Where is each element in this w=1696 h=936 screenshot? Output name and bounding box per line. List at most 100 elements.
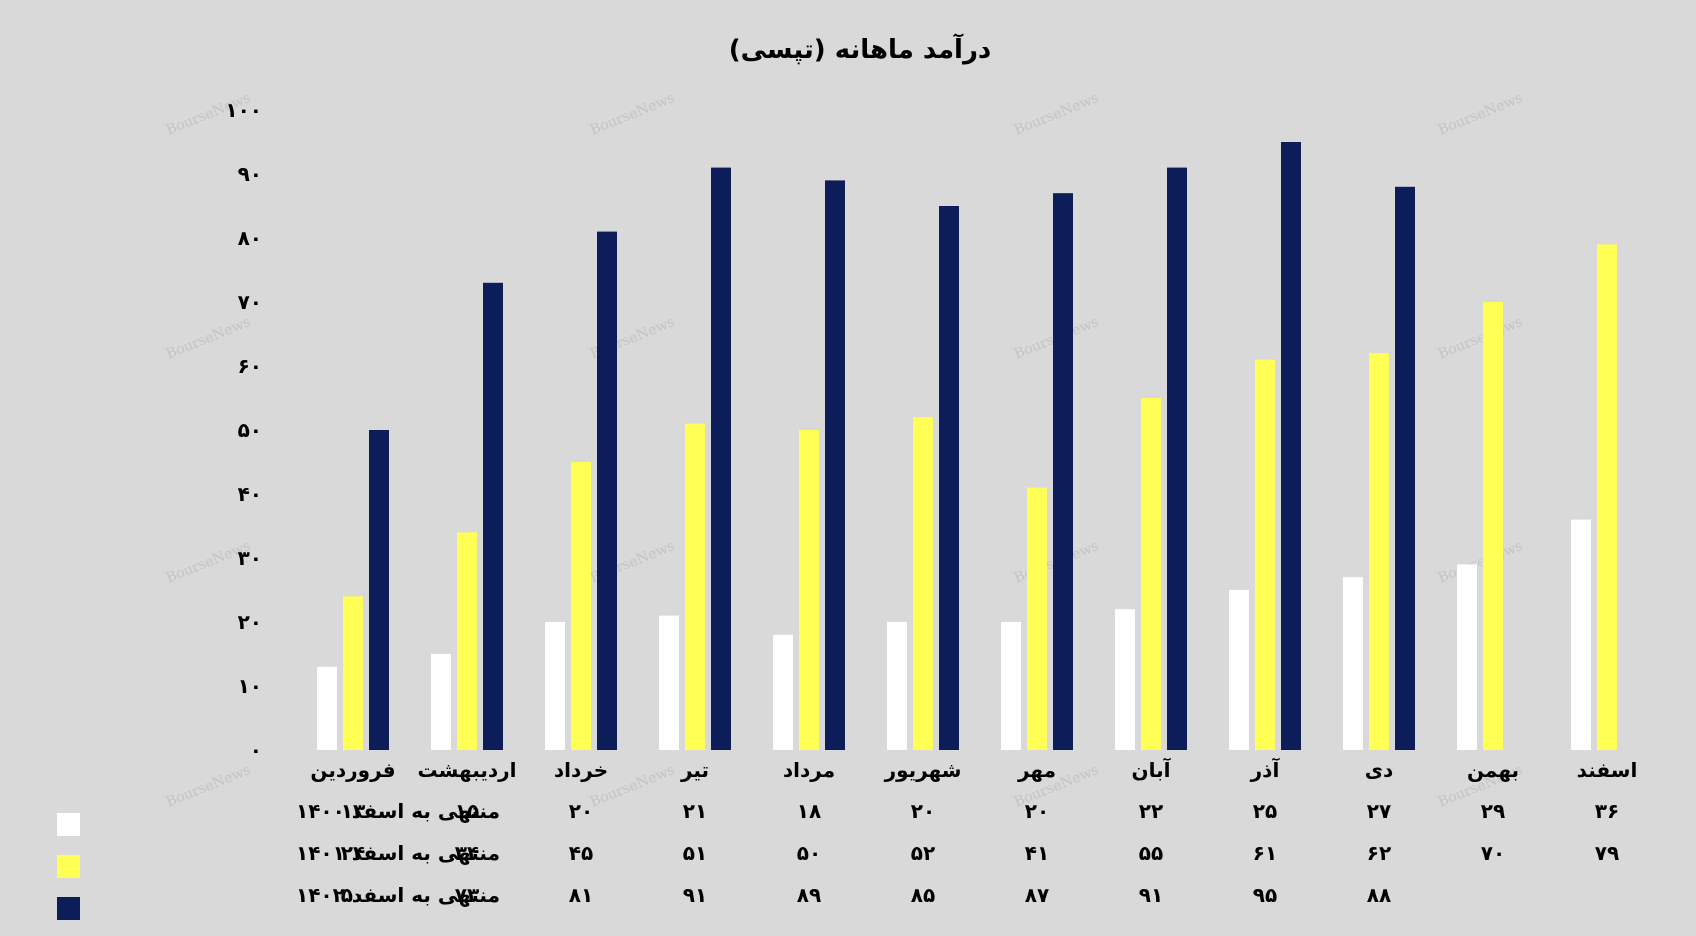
bar-series-1: [659, 615, 679, 750]
y-tick-label: ۳۰: [238, 546, 262, 570]
data-table-cell: ۲۱: [683, 799, 707, 823]
bar-series-2: [1597, 244, 1617, 750]
data-table-cell: ۹۱: [1139, 883, 1163, 907]
watermark-text: BourseNews: [588, 90, 677, 138]
legend-label-series-3: منتهی به اسفد ۱۴۰۲: [296, 883, 500, 907]
bar-series-3: [1281, 142, 1301, 750]
bar-series-1: [545, 622, 565, 750]
data-table-cell: ۹۱: [683, 883, 707, 907]
legend-label-series-1: منتهی به اسفد ۱۴۰۰: [296, 799, 500, 823]
bar-series-3: [597, 231, 617, 751]
data-table-cell: ۷۳: [455, 883, 479, 907]
bar-series-2: [1369, 353, 1389, 750]
bar-series-3: [1395, 186, 1415, 751]
y-tick-label: ۷۰: [238, 290, 262, 314]
bar-series-1: [773, 634, 793, 750]
bar-series-2: [1255, 359, 1275, 750]
legend-swatch-series-2: [57, 855, 80, 878]
data-table-cell: ۵۱: [683, 841, 707, 865]
y-tick-label: ۴۰: [238, 482, 262, 506]
x-category-label: مرداد: [783, 758, 835, 782]
bar-series-1: [1457, 564, 1477, 750]
data-table-cell: ۴۵: [569, 841, 593, 865]
y-tick-label: ۶۰: [238, 354, 262, 378]
bar-series-2: [1027, 487, 1047, 750]
y-tick-label: ۵۰: [238, 418, 262, 442]
x-category-label: فروردین: [310, 758, 395, 782]
y-tick-label: ۹۰: [238, 162, 262, 186]
data-table-cell: ۹۵: [1253, 883, 1277, 907]
bar-series-2: [1141, 398, 1161, 750]
watermark-text: BourseNews: [1436, 90, 1525, 138]
data-table-cell: ۵۲: [911, 841, 935, 865]
watermark-text: BourseNews: [164, 762, 253, 810]
watermark-text: BourseNews: [1012, 90, 1101, 138]
data-table-cell: ۲۲: [1139, 799, 1163, 823]
data-table-cell: ۱۸: [797, 799, 821, 823]
bar-series-2: [1483, 302, 1503, 750]
y-tick-label: ۰: [250, 738, 262, 762]
watermark-text: BourseNews: [1436, 538, 1525, 586]
bar-series-1: [1571, 519, 1591, 750]
data-table-cell: ۶۱: [1253, 841, 1277, 865]
data-table-cell: ۲۰: [911, 799, 935, 823]
data-table-cell: ۸۱: [569, 883, 593, 907]
bar-series-2: [913, 417, 933, 750]
bar-series-1: [1001, 622, 1021, 750]
bar-series-1: [317, 666, 337, 750]
x-category-label: اردیبهشت: [417, 758, 516, 782]
x-category-label: اسفند: [1577, 758, 1638, 782]
data-table-cell: ۵۰: [341, 883, 365, 907]
bar-series-1: [887, 622, 907, 750]
legend-swatch-series-1: [57, 813, 80, 836]
bar-series-3: [369, 430, 389, 750]
data-table-cell: ۲۵: [1253, 799, 1277, 823]
bars: [317, 142, 1617, 751]
data-table-cell: ۴۱: [1025, 841, 1049, 865]
y-axis: ۰ ۱۰ ۲۰ ۳۰ ۴۰ ۵۰ ۶۰ ۷۰ ۸۰ ۹۰ ۱۰۰: [225, 98, 262, 762]
bar-series-2: [343, 596, 363, 750]
data-table-cell: ۲۹: [1481, 799, 1505, 823]
x-category-label: خرداد: [554, 758, 608, 782]
y-tick-label: ۱۰۰: [225, 98, 262, 122]
x-category-label: آبان: [1132, 757, 1172, 782]
data-table-cell: ۸۷: [1025, 883, 1049, 907]
data-table-cell: ۲۴: [341, 841, 365, 865]
x-category-label: مهر: [1017, 758, 1056, 782]
bar-series-3: [825, 180, 845, 750]
data-table-cell: ۳۶: [1595, 799, 1619, 823]
data-table-cell: ۲۰: [1025, 799, 1049, 823]
data-table-cell: ۸۵: [911, 883, 935, 907]
bar-series-3: [483, 282, 503, 750]
bar-series-1: [1343, 577, 1363, 750]
data-table-cell: ۱۳: [341, 799, 365, 823]
data-table-cell: ۷۰: [1481, 841, 1505, 865]
data-table-cell: ۳۴: [455, 841, 479, 865]
data-table-cell: ۷۹: [1595, 841, 1619, 865]
bar-series-3: [1053, 193, 1073, 750]
x-category-label: دی: [1365, 758, 1394, 782]
chart-title: درآمد ماهانه (تپسی): [729, 33, 992, 65]
y-tick-label: ۱۰: [238, 674, 262, 698]
data-table-cell: ۵۰: [797, 841, 821, 865]
bar-series-2: [685, 423, 705, 750]
bar-series-2: [457, 532, 477, 750]
legend-swatch-series-3: [57, 897, 80, 920]
x-axis-categories: فروردین اردیبهشت خرداد تیر مرداد شهریور مهر آبا…: [310, 757, 1637, 782]
bar-series-1: [431, 654, 451, 750]
x-category-label: شهریور: [884, 758, 962, 782]
data-table-cell: ۸۹: [797, 883, 821, 907]
bar-series-3: [711, 167, 731, 751]
data-table-cell: ۵۵: [1139, 841, 1163, 865]
legend-label-series-2: منتهی به اسفد ۱۴۰۱: [296, 841, 500, 865]
y-tick-label: ۸۰: [238, 226, 262, 250]
x-category-label: آذر: [1250, 757, 1281, 782]
data-table-cell: ۲۷: [1367, 799, 1391, 823]
bar-series-1: [1115, 609, 1135, 750]
data-table-cell: ۶۲: [1367, 841, 1391, 865]
bar-series-3: [939, 206, 959, 750]
x-category-label: بهمن: [1467, 758, 1519, 782]
